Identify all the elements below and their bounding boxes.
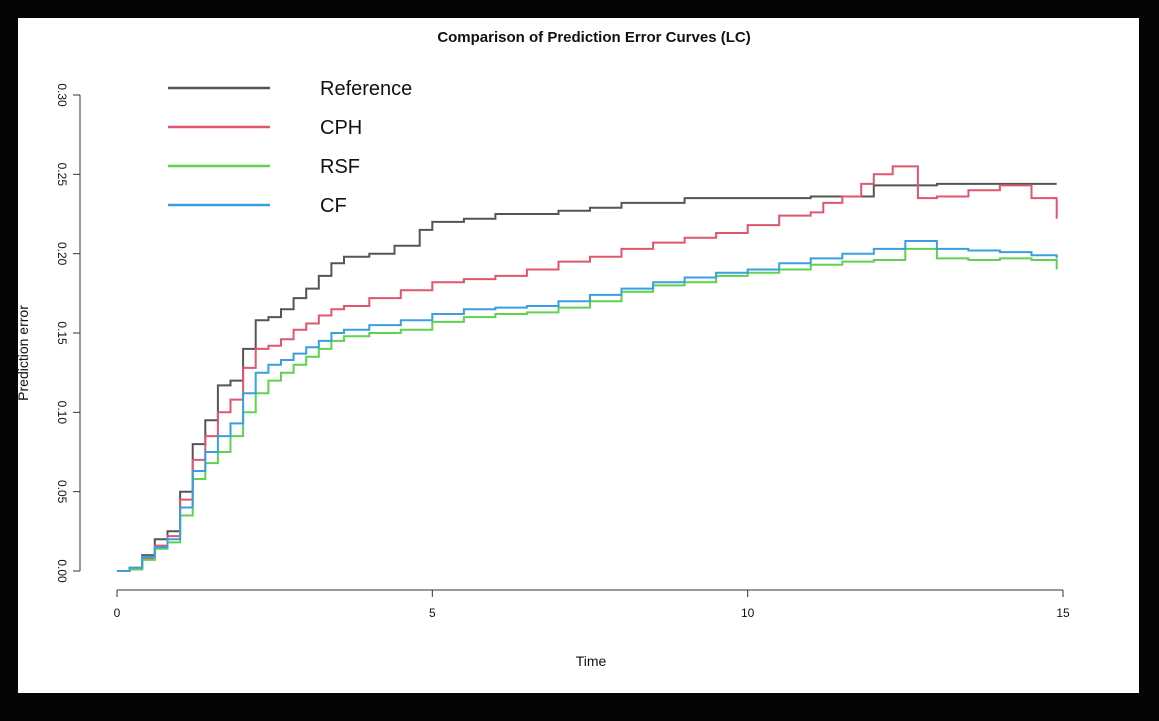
y-axis-title: Prediction error: [18, 305, 31, 401]
series-line-cph: [117, 165, 1058, 572]
series-layer: [117, 165, 1058, 572]
legend: Reference CPH RSF CF: [168, 78, 412, 217]
x-tick-label: 15: [1056, 606, 1070, 620]
y-tick-label: 0.25: [55, 163, 69, 187]
y-tick-label: 0.20: [55, 242, 69, 266]
y-tick-label: 0.05: [55, 480, 69, 504]
series-line-rsf: [117, 247, 1058, 572]
x-axis-title: Time: [576, 653, 607, 669]
series-line-reference: [117, 182, 1057, 572]
axes: 0 5 10 15 0.00 0.05 0.10 0.15 0.20 0.25 0.30: [55, 83, 1070, 620]
y-tick-label: 0.30: [55, 83, 69, 107]
y-tick-label: 0.15: [55, 321, 69, 345]
x-tick-label: 5: [429, 606, 436, 620]
series-line-cf: [117, 240, 1058, 572]
chart-title: Comparison of Prediction Error Curves (L…: [437, 29, 750, 46]
legend-label-rsf: RSF: [320, 156, 360, 178]
y-tick-label: 0.10: [55, 401, 69, 425]
y-tick-label: 0.00: [55, 559, 69, 583]
prediction-error-chart: Comparison of Prediction Error Curves (L…: [18, 29, 1070, 669]
chart-panel: Comparison of Prediction Error Curves (L…: [18, 18, 1139, 693]
legend-label-cf: CF: [320, 195, 347, 217]
x-tick-label: 10: [741, 606, 755, 620]
legend-label-cph: CPH: [320, 117, 362, 139]
legend-label-reference: Reference: [320, 78, 412, 100]
x-tick-label: 0: [114, 606, 121, 620]
